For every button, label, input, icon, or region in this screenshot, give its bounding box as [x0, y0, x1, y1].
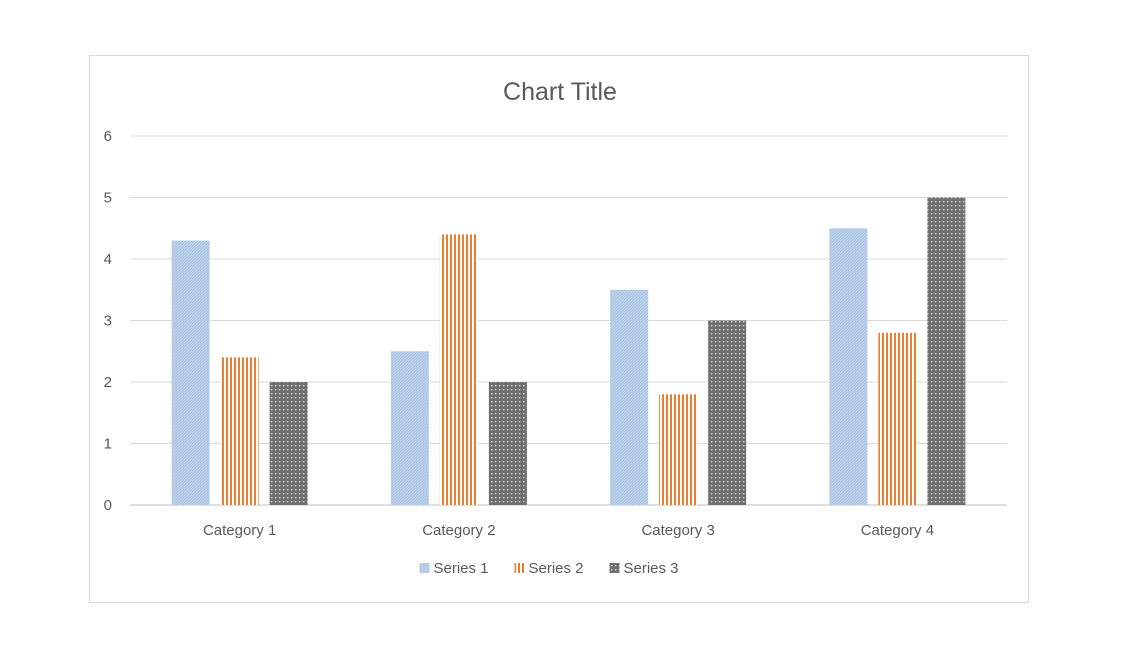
bar-3-2: [488, 382, 527, 505]
bar-3-4: [927, 197, 966, 505]
legend-swatch-series-1: [419, 563, 430, 573]
chart-frame: Chart Title 0 1 2 3 4 5 6 Category 1 Category 2…: [89, 55, 1029, 603]
x-axis-categories: Category 1 Category 2 Category 3 Category 4: [203, 522, 934, 539]
x-category-label: Category 4: [861, 522, 934, 539]
bar-1-4: [829, 228, 868, 505]
bar-1-2: [390, 351, 429, 505]
y-tick-label: 0: [104, 497, 112, 514]
bar-3-1: [269, 382, 308, 505]
chart-title: Chart Title: [503, 78, 617, 106]
y-tick-label: 5: [104, 190, 112, 207]
y-axis-ticks: 0 1 2 3 4 5 6: [104, 128, 112, 514]
y-tick-label: 6: [104, 128, 112, 145]
legend: Series 1 Series 2 Series 3: [419, 560, 679, 577]
y-tick-label: 4: [104, 251, 112, 268]
bars: [171, 197, 966, 506]
y-tick-label: 1: [104, 436, 112, 453]
legend-label-series-1: Series 1: [434, 560, 489, 577]
bar-chart: Chart Title 0 1 2 3 4 5 6 Category 1 Category 2…: [104, 78, 1007, 577]
legend-label-series-2: Series 2: [529, 560, 584, 577]
legend-swatch-series-2: [514, 563, 525, 573]
bar-1-3: [610, 289, 649, 505]
x-category-label: Category 1: [203, 522, 276, 539]
bar-1-1: [171, 240, 210, 506]
y-tick-label: 2: [104, 374, 112, 391]
bar-2-3: [659, 394, 698, 505]
bar-2-2: [439, 234, 478, 505]
bar-3-3: [708, 320, 747, 505]
legend-label-series-3: Series 3: [624, 560, 679, 577]
x-category-label: Category 2: [422, 522, 495, 539]
gridlines: [130, 135, 1007, 506]
bar-2-4: [878, 332, 917, 505]
legend-swatch-series-3: [609, 563, 620, 573]
x-category-label: Category 3: [641, 522, 714, 539]
bar-2-1: [220, 357, 259, 505]
y-tick-label: 3: [104, 313, 112, 330]
